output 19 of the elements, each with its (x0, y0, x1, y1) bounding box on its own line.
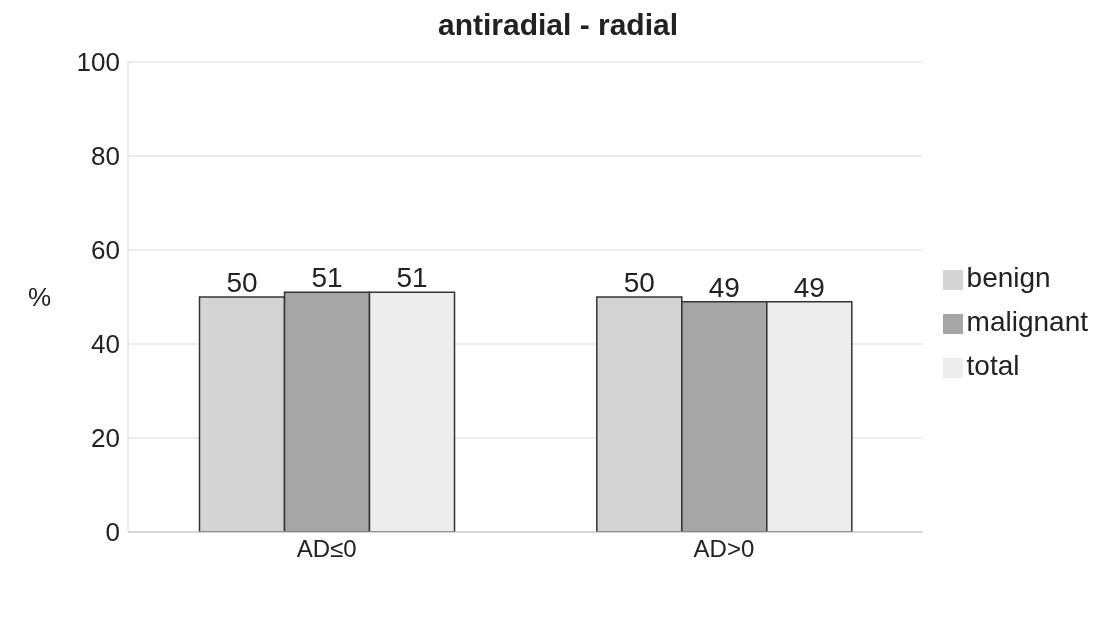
data-label: 51 (396, 262, 428, 294)
data-label: 50 (226, 267, 258, 298)
legend-label: total (966, 350, 1020, 381)
y-tick-label: 100 (76, 47, 120, 78)
data-label: 50 (623, 267, 655, 298)
legend-label: benign (966, 262, 1051, 293)
x-tick-label: AD≤0 (296, 535, 357, 563)
chart-title: antiradial - radial (436, 8, 680, 42)
legend-label: malignant (966, 306, 1088, 337)
y-tick-label: 40 (91, 329, 120, 360)
y-tick-label: 60 (91, 235, 120, 266)
y-axis-title: % (28, 282, 52, 313)
x-tick-label: AD>0 (693, 535, 755, 563)
data-label: 49 (708, 271, 740, 303)
data-label: 49 (793, 271, 825, 303)
y-tick-label: 0 (105, 517, 120, 548)
data-label: 51 (311, 262, 343, 294)
y-tick-label: 80 (91, 141, 120, 172)
y-tick-label: 20 (91, 423, 120, 454)
